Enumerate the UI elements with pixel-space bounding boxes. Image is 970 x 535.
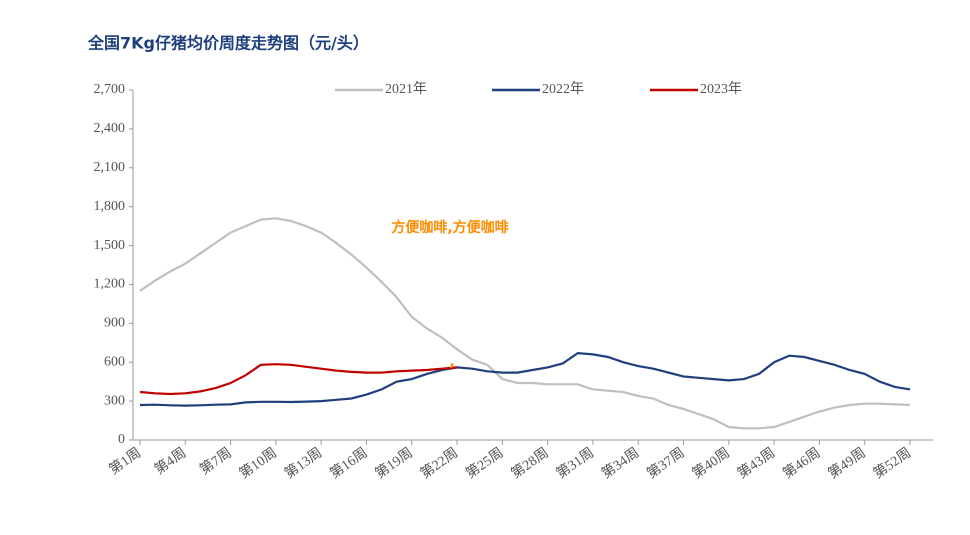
legend-label: 2023年 xyxy=(700,81,742,97)
y-tick-label: 900 xyxy=(104,316,125,331)
y-tick-label: 0 xyxy=(118,432,125,447)
x-tick-label: 第13周 xyxy=(281,444,325,482)
y-tick-label: 2,700 xyxy=(94,82,126,97)
y-tick-label: 1,500 xyxy=(94,238,126,253)
series-line xyxy=(139,217,911,430)
x-tick-label: 第52周 xyxy=(870,444,914,482)
x-tick-label: 第16周 xyxy=(326,444,370,482)
x-tick-label: 第49周 xyxy=(825,444,869,482)
x-tick-label: 第1周 xyxy=(106,444,144,478)
overlay-comma: , xyxy=(449,354,454,370)
x-tick-label: 第25周 xyxy=(462,444,506,482)
y-tick-label: 1,800 xyxy=(94,199,126,214)
x-tick-label: 第37周 xyxy=(644,444,688,482)
x-tick-label: 第46周 xyxy=(779,444,823,482)
series-line xyxy=(139,351,911,407)
x-tick-label: 第31周 xyxy=(553,444,597,482)
x-tick-label: 第43周 xyxy=(734,444,778,482)
x-tick-label: 第19周 xyxy=(372,444,416,482)
x-tick-label: 第10周 xyxy=(236,444,280,482)
chart-title: 全国7Kg仔猪均价周度走势图（元/头） xyxy=(87,34,369,53)
y-tick-label: 300 xyxy=(104,393,125,408)
x-tick-label: 第40周 xyxy=(689,444,733,482)
overlay-text: 方便咖啡,方便咖啡 xyxy=(391,219,508,236)
x-tick-label: 第34周 xyxy=(598,444,642,482)
x-tick-label: 第28周 xyxy=(508,444,552,482)
x-tick-label: 第22周 xyxy=(417,444,461,482)
x-tick-label: 第7周 xyxy=(196,444,234,478)
y-tick-label: 600 xyxy=(104,354,125,369)
y-tick-label: 1,200 xyxy=(94,277,126,292)
y-tick-label: 2,100 xyxy=(94,160,126,175)
y-tick-label: 2,400 xyxy=(94,121,126,136)
legend-label: 2021年 xyxy=(385,81,427,97)
legend-label: 2022年 xyxy=(542,81,584,97)
series-line xyxy=(139,363,458,396)
x-tick-label: 第4周 xyxy=(151,444,189,478)
